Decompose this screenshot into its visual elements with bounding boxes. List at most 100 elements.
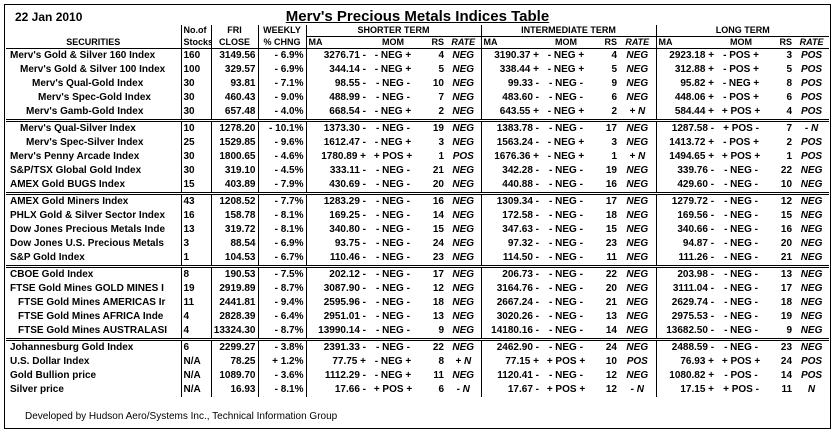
rate: N xyxy=(807,384,816,395)
close: 2441.81 xyxy=(211,296,259,310)
rate: POS xyxy=(800,370,823,381)
stock-count: 30 xyxy=(181,105,212,122)
table-row: FTSE Gold Mines AMERICAS Ir 11 2441.81- 9.… xyxy=(6,296,829,310)
mom: - NEG - xyxy=(549,92,583,103)
rs: 3 xyxy=(611,137,617,148)
weekly-change: - 7.9% xyxy=(258,178,307,195)
ma: 668.54 - xyxy=(306,105,368,122)
stock-count: 11 xyxy=(181,296,212,310)
ma: 76.93 + xyxy=(680,356,715,367)
table-row: Merv's Penny Arcade Index 30 1800.65- 4.6%… xyxy=(6,150,829,164)
rate: NEG xyxy=(619,251,657,268)
stock-count: 3 xyxy=(181,237,212,251)
rate: POS xyxy=(794,105,830,122)
weekly-change: - 3.8% xyxy=(258,339,307,355)
rs: 9 xyxy=(418,324,446,341)
rate: NEG xyxy=(446,310,482,324)
rs: 15 xyxy=(432,224,444,235)
rs: 23 xyxy=(605,238,617,249)
table-row: CBOE Gold Index 8 190.53- 7.5% 202.12 - - NE… xyxy=(6,266,829,282)
rs: 6 xyxy=(611,92,617,103)
rate: NEG xyxy=(619,63,657,77)
rs: 9 xyxy=(766,324,795,341)
close: 460.43 xyxy=(211,91,259,105)
rs: 16 xyxy=(591,178,619,195)
ma: 333.11 - xyxy=(329,165,366,176)
header-cell: FRI xyxy=(211,25,259,37)
stock-count: 1 xyxy=(181,251,212,268)
rate: NEG xyxy=(800,210,823,221)
mom: - NEG - xyxy=(368,251,418,268)
rs: 24 xyxy=(432,238,444,249)
rs: 22 xyxy=(780,165,793,176)
rs: 22 xyxy=(432,342,444,353)
close: 3149.56 xyxy=(211,48,259,63)
rs: 8 xyxy=(786,78,793,89)
security-name: S&P/TSX Global Gold Index xyxy=(6,164,182,178)
mom: - NEG + xyxy=(547,151,585,162)
ma: 17.66 - xyxy=(334,384,366,395)
mom: - NEG - xyxy=(376,297,410,308)
rate: POS xyxy=(800,92,823,103)
weekly-change: - 10.1% xyxy=(258,120,307,136)
ma: 2391.33 - xyxy=(323,342,366,353)
security-name: Gold Bullion price xyxy=(6,369,182,383)
rs: 12 xyxy=(605,384,617,395)
ma: 1373.30 - xyxy=(323,123,366,134)
rate: NEG xyxy=(800,269,823,280)
rate: NEG xyxy=(800,297,823,308)
mom: - NEG - xyxy=(376,210,410,221)
stock-count: 15 xyxy=(181,178,212,195)
rs: 19 xyxy=(780,311,793,322)
rate: NEG xyxy=(619,164,657,178)
close: 319.72 xyxy=(211,223,259,237)
weekly-change: - 6.4% xyxy=(258,310,307,324)
ma: 1413.72 + xyxy=(669,137,715,148)
subhead: MOM xyxy=(368,36,418,49)
close: 13324.30 xyxy=(211,324,259,341)
table-row: FTSE Gold Mines AUSTRALASI 4 13324.30- 8.7… xyxy=(6,324,830,341)
rs: 18 xyxy=(432,297,444,308)
security-name: FTSE Gold Mines AUSTRALASI xyxy=(6,324,182,341)
ma: 98.55 - xyxy=(334,78,366,89)
close: 1529.85 xyxy=(211,136,259,150)
table-row: AMEX Gold BUGS Index 15 403.89- 7.9% 430.69… xyxy=(6,178,830,195)
security-name: S&P Gold Index xyxy=(6,251,182,268)
rate: NEG xyxy=(794,178,830,195)
rs: 2 xyxy=(786,137,793,148)
weekly-change: - 8.1% xyxy=(258,209,307,223)
rs: 20 xyxy=(780,238,793,249)
rate: POS xyxy=(619,355,657,369)
mom: - NEG - xyxy=(376,92,410,103)
mom: - NEG - xyxy=(716,251,767,268)
security-name: AMEX Gold Miners Index xyxy=(6,193,182,209)
mom: - NEG + xyxy=(374,356,412,367)
rate: POS xyxy=(800,50,823,61)
mom: - NEG - xyxy=(724,196,758,207)
mom: - POS + xyxy=(723,92,759,103)
ma: 1283.29 - xyxy=(323,196,366,207)
mom: - NEG - xyxy=(376,269,410,280)
rate: NEG xyxy=(446,369,482,383)
rs: 13 xyxy=(605,311,617,322)
date: 22 Jan 2010 xyxy=(15,10,83,24)
weekly-change: - 6.7% xyxy=(258,251,307,268)
mom: - NEG + xyxy=(368,105,418,122)
rs: 13 xyxy=(432,311,444,322)
mom: + POS + xyxy=(721,356,761,367)
mom: - NEG - xyxy=(724,210,758,221)
rate: + N xyxy=(619,150,657,164)
rate: NEG xyxy=(619,369,657,383)
security-name: Merv's Penny Arcade Index xyxy=(6,150,182,164)
mom: - NEG - xyxy=(368,178,418,195)
weekly-change: - 7.7% xyxy=(258,193,307,209)
rate: NEG xyxy=(446,193,482,209)
security-name: Dow Jones Precious Metals Inde xyxy=(6,223,182,237)
close: 403.89 xyxy=(211,178,259,195)
close: 1278.20 xyxy=(211,120,259,136)
rs: 5 xyxy=(611,64,617,75)
close: 2299.27 xyxy=(211,339,259,355)
header-cell xyxy=(6,25,182,37)
rate: NEG xyxy=(446,136,482,150)
rate: - N xyxy=(446,383,482,397)
